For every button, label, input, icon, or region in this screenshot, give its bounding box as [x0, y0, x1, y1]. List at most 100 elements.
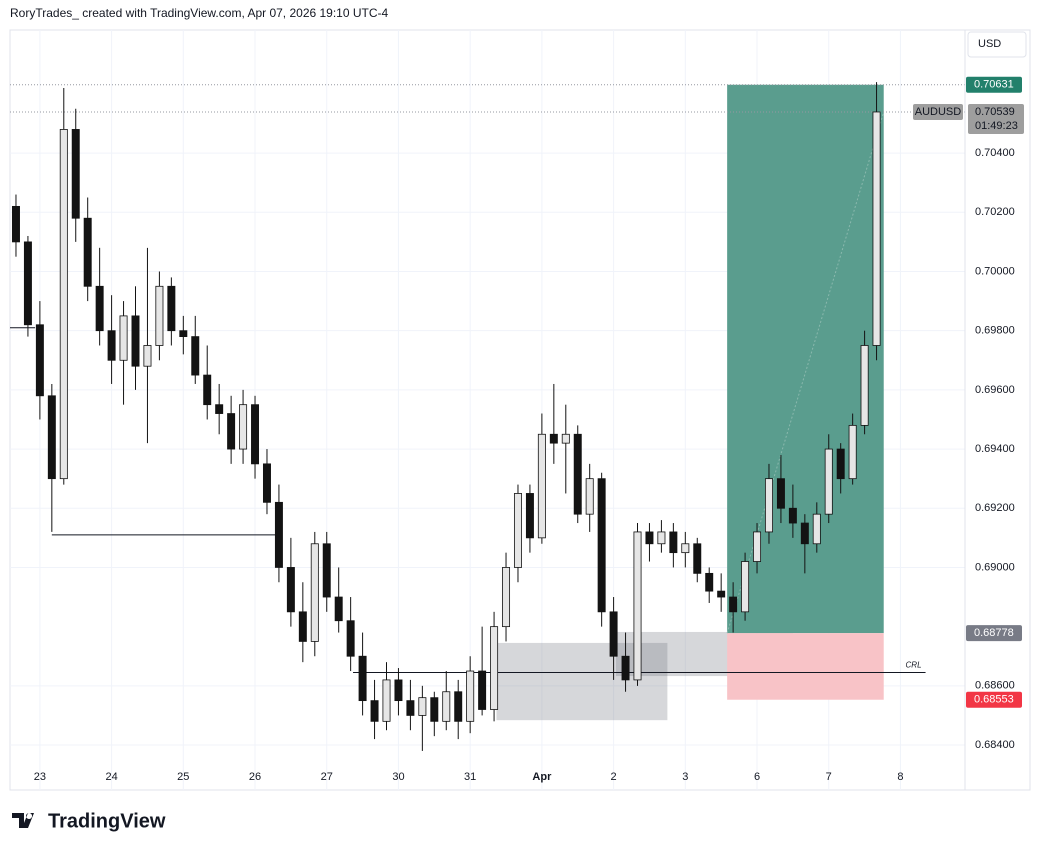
trade-path — [726, 111, 885, 634]
candle-body — [227, 413, 236, 450]
candle-body — [203, 374, 212, 406]
candle-body — [549, 433, 558, 444]
candle-body — [537, 433, 546, 539]
candle-body — [478, 670, 487, 710]
candle-body — [764, 478, 773, 533]
price-label-box — [966, 625, 1022, 642]
candle-body — [585, 478, 594, 515]
candle-body — [705, 572, 714, 592]
candle-body — [47, 395, 56, 480]
candle-body — [561, 433, 570, 444]
y-tick-label: 0.69200 — [975, 502, 1015, 514]
candle-body — [370, 700, 379, 722]
x-tick-label: 2 — [611, 771, 617, 783]
candle-body — [107, 330, 116, 361]
candle-body — [298, 611, 307, 642]
candle-body — [621, 655, 630, 681]
candle-body — [406, 700, 415, 716]
candle-body — [119, 315, 128, 361]
candle-body — [788, 507, 797, 524]
candle-body — [741, 561, 750, 613]
price-label-box — [966, 76, 1022, 93]
x-tick-label: 6 — [754, 771, 760, 783]
candle-body — [191, 336, 200, 376]
y-tick-label: 0.68600 — [975, 680, 1015, 692]
candle-body — [155, 285, 164, 346]
x-tick-label: 26 — [249, 771, 261, 783]
currency: USD — [978, 38, 1001, 50]
candle-body — [824, 448, 833, 515]
candle-body — [442, 691, 451, 722]
y-tick-label: 0.69400 — [975, 443, 1015, 455]
candle-body — [729, 596, 738, 613]
candle-body — [251, 404, 260, 465]
candle-body — [131, 315, 140, 367]
loss-zone — [727, 633, 884, 700]
x-tick-label: 23 — [34, 771, 46, 783]
x-tick-label: 3 — [682, 771, 688, 783]
candle-body — [454, 691, 463, 722]
candle-body — [502, 567, 511, 628]
x-tick-label: 25 — [177, 771, 189, 783]
candle-body — [322, 543, 331, 598]
price-label: 0.68778 — [974, 627, 1014, 639]
x-tick-label: 27 — [321, 771, 333, 783]
currency-box — [967, 31, 1027, 58]
candle-body — [800, 522, 809, 545]
candle-body — [179, 330, 188, 338]
y-tick-label: 0.70200 — [975, 206, 1015, 218]
candle-body — [382, 679, 391, 722]
candle-body — [633, 531, 642, 681]
candle-body — [143, 345, 152, 367]
candle-body — [490, 626, 499, 710]
x-tick-label: 31 — [464, 771, 476, 783]
x-tick-label: 24 — [105, 771, 117, 783]
candle-body — [573, 433, 582, 515]
candle-body — [860, 345, 869, 426]
price-label: 0.70631 — [974, 79, 1014, 91]
candle-body — [466, 670, 475, 722]
candle-body — [239, 404, 248, 450]
candle-body — [346, 620, 355, 657]
candle-body — [812, 513, 821, 545]
candle-body — [358, 655, 367, 702]
level-label: CRL — [906, 661, 922, 670]
candle-body — [215, 404, 224, 414]
candle-body — [334, 596, 343, 622]
candle-body — [836, 448, 845, 480]
candle-body — [59, 129, 68, 480]
y-tick-label: 0.70400 — [975, 147, 1015, 159]
x-tick-label: 30 — [392, 771, 404, 783]
candle-body — [11, 205, 20, 243]
candle-body — [753, 531, 762, 562]
y-tick-label: 0.70000 — [975, 265, 1015, 277]
candle-body — [848, 424, 857, 480]
last-price-label: 0.70539 — [975, 106, 1015, 118]
candle-body — [310, 543, 319, 642]
candle-body — [23, 241, 32, 326]
candle-body — [95, 285, 104, 332]
x-tick-label: 7 — [826, 771, 832, 783]
plot: CRL — [10, 30, 965, 790]
y-tick-label: 0.69600 — [975, 384, 1015, 396]
candle-body — [262, 463, 271, 503]
candle-body — [693, 543, 702, 574]
profit-zone — [727, 84, 884, 634]
x-tick-label: 8 — [897, 771, 903, 783]
candle-body — [776, 478, 785, 509]
logo: TradingView — [12, 810, 166, 832]
candle-body — [681, 543, 690, 554]
frame — [9, 29, 1031, 791]
price-label: 0.68553 — [974, 694, 1014, 706]
candle-body — [645, 531, 654, 545]
candle-body — [597, 478, 606, 613]
candle-body — [83, 217, 92, 287]
candle-body — [286, 567, 295, 613]
y-tick-label: 0.68400 — [975, 739, 1015, 751]
symbol-box — [913, 103, 963, 120]
last-price-box — [968, 103, 1024, 134]
candle-body — [513, 493, 522, 568]
candle-body — [71, 129, 80, 219]
